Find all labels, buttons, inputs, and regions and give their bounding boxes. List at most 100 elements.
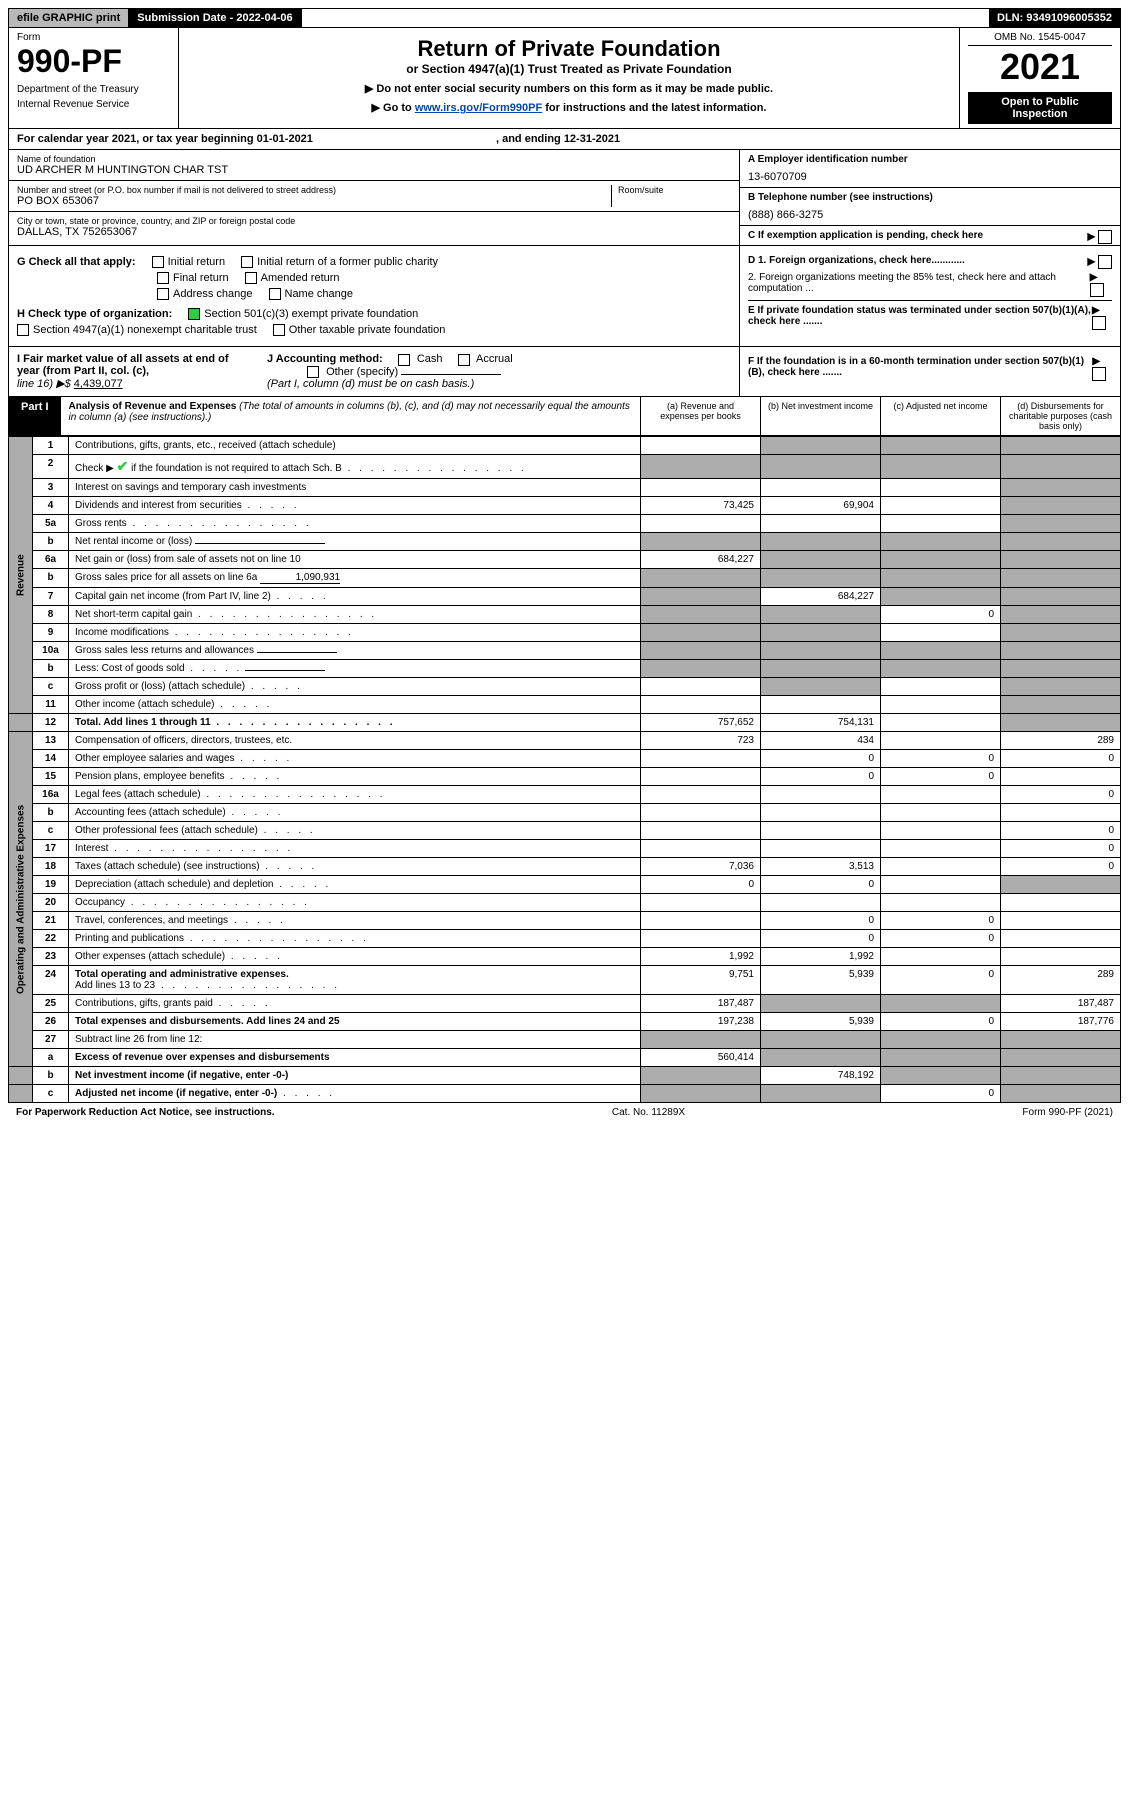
table-row: 18Taxes (attach schedule) (see instructi… bbox=[9, 858, 1121, 876]
main-title: Return of Private Foundation bbox=[187, 36, 951, 62]
title-box: Return of Private Foundation or Section … bbox=[179, 28, 960, 128]
table-row: 26Total expenses and disbursements. Add … bbox=[9, 1013, 1121, 1031]
data-table: Revenue 1 Contributions, gifts, grants, … bbox=[8, 436, 1121, 1103]
revenue-vert-label: Revenue bbox=[9, 437, 33, 714]
name-change-checkbox[interactable] bbox=[269, 288, 281, 300]
table-row: 10aGross sales less returns and allowanc… bbox=[9, 642, 1121, 660]
table-row: 20Occupancy bbox=[9, 894, 1121, 912]
f-item: F If the foundation is in a 60-month ter… bbox=[748, 356, 1112, 381]
501c3-checkbox[interactable] bbox=[188, 308, 200, 320]
opex-vert-label: Operating and Administrative Expenses bbox=[9, 732, 33, 1067]
col-c-header: (c) Adjusted net income bbox=[880, 397, 1000, 435]
table-row: 11Other income (attach schedule) bbox=[9, 696, 1121, 714]
foundation-info: Name of foundation UD ARCHER M HUNTINGTO… bbox=[8, 150, 1121, 246]
dept-irs: Internal Revenue Service bbox=[17, 99, 170, 110]
table-row: bNet rental income or (loss) bbox=[9, 533, 1121, 551]
d2-item: 2. Foreign organizations meeting the 85%… bbox=[748, 272, 1112, 297]
part1-label: Part I bbox=[9, 397, 61, 435]
inspection-label: Open to Public Inspection bbox=[968, 92, 1112, 124]
header-row: Form 990-PF Department of the Treasury I… bbox=[8, 28, 1121, 129]
table-row: 17Interest0 bbox=[9, 840, 1121, 858]
dln: DLN: 93491096005352 bbox=[989, 9, 1120, 27]
initial-former-checkbox[interactable] bbox=[241, 256, 253, 268]
instruction-2: ▶ Go to www.irs.gov/Form990PF for instru… bbox=[187, 101, 951, 114]
table-row: 8Net short-term capital gain0 bbox=[9, 606, 1121, 624]
accrual-checkbox[interactable] bbox=[458, 354, 470, 366]
table-row: 15Pension plans, employee benefits00 bbox=[9, 768, 1121, 786]
part1-header: Part I Analysis of Revenue and Expenses … bbox=[8, 397, 1121, 436]
footer: For Paperwork Reduction Act Notice, see … bbox=[8, 1103, 1121, 1122]
tax-year: 2021 bbox=[968, 46, 1112, 88]
table-row: cAdjusted net income (if negative, enter… bbox=[9, 1085, 1121, 1103]
table-row: 25Contributions, gifts, grants paid187,4… bbox=[9, 995, 1121, 1013]
table-row: 24Total operating and administrative exp… bbox=[9, 966, 1121, 995]
table-row: 4Dividends and interest from securities7… bbox=[9, 497, 1121, 515]
cat-number: Cat. No. 11289X bbox=[612, 1107, 685, 1118]
col-b-header: (b) Net investment income bbox=[760, 397, 880, 435]
address-change-checkbox[interactable] bbox=[157, 288, 169, 300]
gh-section: G Check all that apply: Initial return I… bbox=[8, 246, 1121, 347]
calendar-year: For calendar year 2021, or tax year begi… bbox=[8, 129, 1121, 150]
omb-number: OMB No. 1545-0047 bbox=[968, 32, 1112, 46]
paperwork-notice: For Paperwork Reduction Act Notice, see … bbox=[16, 1107, 275, 1118]
instruction-1: ▶ Do not enter social security numbers o… bbox=[187, 82, 951, 95]
foundation-name-cell: Name of foundation UD ARCHER M HUNTINGTO… bbox=[9, 150, 739, 181]
initial-return-checkbox[interactable] bbox=[152, 256, 164, 268]
e-checkbox[interactable] bbox=[1092, 316, 1106, 330]
table-row: 12Total. Add lines 1 through 11757,65275… bbox=[9, 714, 1121, 732]
top-bar: efile GRAPHIC print Submission Date - 20… bbox=[8, 8, 1121, 28]
table-row: 14Other employee salaries and wages000 bbox=[9, 750, 1121, 768]
submission-date: Submission Date - 2022-04-06 bbox=[129, 9, 301, 27]
d1-checkbox[interactable] bbox=[1098, 255, 1112, 269]
form-box: Form 990-PF Department of the Treasury I… bbox=[9, 28, 179, 128]
table-row: cOther professional fees (attach schedul… bbox=[9, 822, 1121, 840]
cash-checkbox[interactable] bbox=[398, 354, 410, 366]
e-item: E If private foundation status was termi… bbox=[748, 300, 1112, 330]
h-label: H Check type of organization: bbox=[17, 308, 172, 320]
table-row: 22Printing and publications00 bbox=[9, 930, 1121, 948]
form-label: Form bbox=[17, 32, 170, 43]
table-row: 7Capital gain net income (from Part IV, … bbox=[9, 588, 1121, 606]
phone-cell: B Telephone number (see instructions) (8… bbox=[740, 188, 1120, 226]
city-cell: City or town, state or province, country… bbox=[9, 212, 739, 242]
table-row: 16aLegal fees (attach schedule)0 bbox=[9, 786, 1121, 804]
exemption-checkbox[interactable] bbox=[1098, 230, 1112, 244]
table-row: 23Other expenses (attach schedule)1,9921… bbox=[9, 948, 1121, 966]
other-taxable-checkbox[interactable] bbox=[273, 324, 285, 336]
other-method-checkbox[interactable] bbox=[307, 366, 319, 378]
ij-section: I Fair market value of all assets at end… bbox=[8, 347, 1121, 397]
irs-link[interactable]: www.irs.gov/Form990PF bbox=[415, 102, 542, 114]
table-row: bAccounting fees (attach schedule) bbox=[9, 804, 1121, 822]
table-row: 5aGross rents bbox=[9, 515, 1121, 533]
table-row: Revenue 1 Contributions, gifts, grants, … bbox=[9, 437, 1121, 455]
table-row: 21Travel, conferences, and meetings00 bbox=[9, 912, 1121, 930]
d2-checkbox[interactable] bbox=[1090, 283, 1104, 297]
d1-item: D 1. Foreign organizations, check here..… bbox=[748, 255, 1112, 269]
table-row: bGross sales price for all assets on lin… bbox=[9, 569, 1121, 588]
col-d-header: (d) Disbursements for charitable purpose… bbox=[1000, 397, 1120, 435]
4947-checkbox[interactable] bbox=[17, 324, 29, 336]
form-number: 990-PF bbox=[17, 43, 170, 80]
dept-treasury: Department of the Treasury bbox=[17, 84, 170, 95]
fmv-value: 4,439,077 bbox=[74, 378, 123, 390]
final-return-checkbox[interactable] bbox=[157, 272, 169, 284]
f-checkbox[interactable] bbox=[1092, 367, 1106, 381]
amended-checkbox[interactable] bbox=[245, 272, 257, 284]
table-row: bLess: Cost of goods sold bbox=[9, 660, 1121, 678]
schb-checkmark: ✔ bbox=[117, 458, 129, 474]
address-cell: Number and street (or P.O. box number if… bbox=[9, 181, 739, 212]
efile-label[interactable]: efile GRAPHIC print bbox=[9, 9, 129, 27]
ein-cell: A Employer identification number 13-6070… bbox=[740, 150, 1120, 188]
table-row: Operating and Administrative Expenses 13… bbox=[9, 732, 1121, 750]
table-row: 9Income modifications bbox=[9, 624, 1121, 642]
form-ref: Form 990-PF (2021) bbox=[1022, 1107, 1113, 1118]
table-row: 6aNet gain or (loss) from sale of assets… bbox=[9, 551, 1121, 569]
table-row: bNet investment income (if negative, ent… bbox=[9, 1067, 1121, 1085]
year-box: OMB No. 1545-0047 2021 Open to Public In… bbox=[960, 28, 1120, 128]
table-row: cGross profit or (loss) (attach schedule… bbox=[9, 678, 1121, 696]
col-a-header: (a) Revenue and expenses per books bbox=[640, 397, 760, 435]
exemption-cell: C If exemption application is pending, c… bbox=[740, 226, 1120, 245]
table-row: aExcess of revenue over expenses and dis… bbox=[9, 1049, 1121, 1067]
g-label: G Check all that apply: bbox=[17, 256, 136, 268]
table-row: 19Depreciation (attach schedule) and dep… bbox=[9, 876, 1121, 894]
